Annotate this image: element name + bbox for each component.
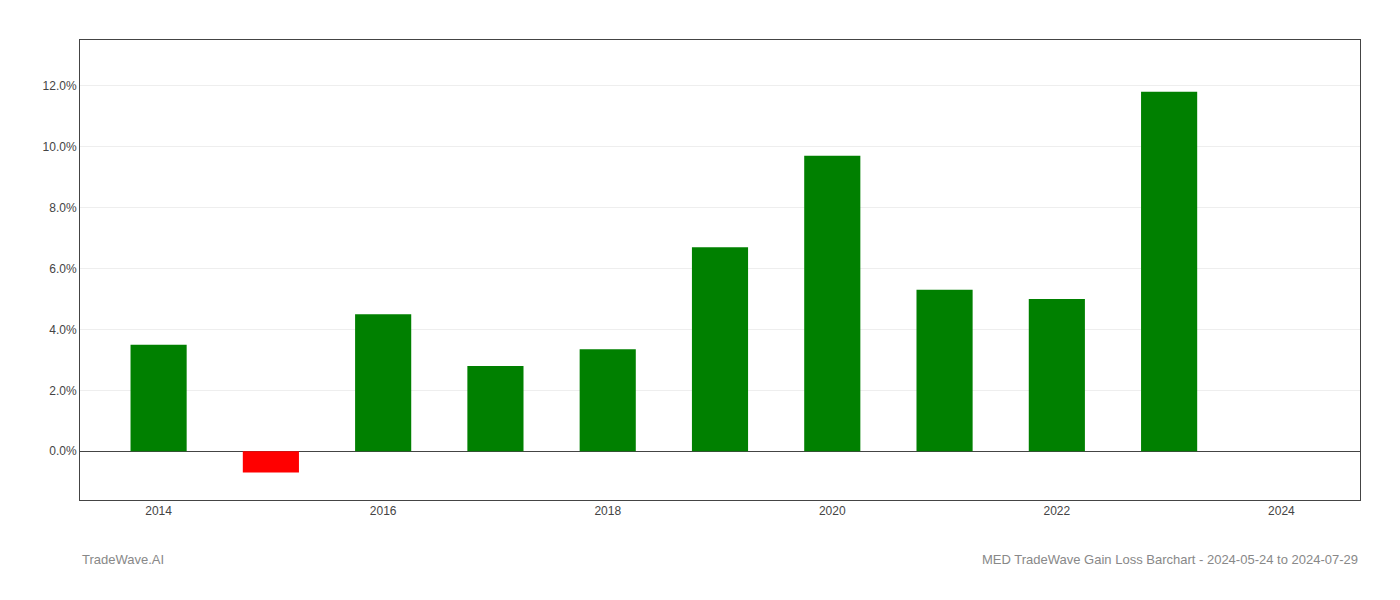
svg-text:2016: 2016	[370, 504, 397, 518]
svg-text:TradeWave.AI: TradeWave.AI	[82, 552, 164, 567]
svg-text:12.0%: 12.0%	[43, 79, 77, 93]
svg-text:4.0%: 4.0%	[49, 323, 77, 337]
svg-text:6.0%: 6.0%	[49, 262, 77, 276]
svg-text:2022: 2022	[1043, 504, 1070, 518]
svg-text:2018: 2018	[594, 504, 621, 518]
svg-text:8.0%: 8.0%	[49, 201, 77, 215]
svg-text:2.0%: 2.0%	[49, 384, 77, 398]
svg-text:0.0%: 0.0%	[49, 444, 77, 458]
svg-text:2014: 2014	[145, 504, 172, 518]
svg-text:2024: 2024	[1268, 504, 1295, 518]
svg-text:2020: 2020	[819, 504, 846, 518]
svg-text:MED TradeWave Gain Loss Barcha: MED TradeWave Gain Loss Barchart - 2024-…	[982, 552, 1358, 567]
svg-text:10.0%: 10.0%	[43, 140, 77, 154]
